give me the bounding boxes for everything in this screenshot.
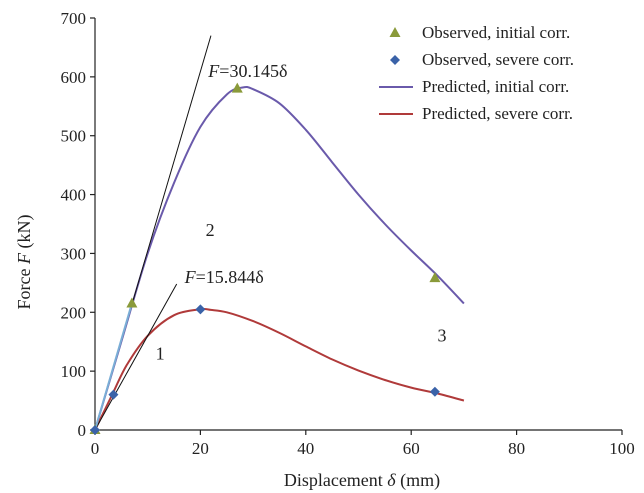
data-point-observed-severe-corr	[108, 389, 119, 400]
legend-label: Predicted, initial corr.	[422, 77, 569, 96]
data-point-observed-initial-corr	[429, 272, 441, 283]
legend-label: Predicted, severe corr.	[422, 104, 573, 123]
reference-line-stiffness-line-severe	[94, 283, 178, 431]
legend-item-observed-severe-corr: Observed, severe corr.	[390, 50, 574, 69]
legend-item-observed-initial-corr: Observed, initial corr.	[389, 23, 570, 42]
y-tick-label: 300	[61, 244, 87, 263]
legend-label: Observed, initial corr.	[422, 23, 570, 42]
series-line-predicted-initial-corr	[94, 85, 465, 431]
data-point-observed-severe-corr	[429, 386, 440, 397]
plot-lines	[94, 35, 465, 431]
legend: Observed, initial corr. Observed, severe …	[379, 23, 574, 123]
series-line-predicted-severe-corr	[94, 307, 465, 431]
y-tick-label: 600	[61, 68, 87, 87]
x-tick-label: 60	[403, 439, 420, 458]
x-tick-label: 20	[192, 439, 209, 458]
link-line-observed-link-initial	[94, 303, 133, 431]
y-tick-label: 0	[78, 421, 87, 440]
y-tick-label: 400	[61, 186, 87, 205]
x-axis-label: Displacement δ (mm)	[284, 470, 440, 491]
y-tick-label: 700	[61, 9, 87, 28]
x-tick-label: 100	[609, 439, 635, 458]
annotations: F=30.145δ F=15.844δ 1 2 3	[156, 61, 447, 364]
legend-item-predicted-severe-corr: Predicted, severe corr.	[379, 104, 573, 123]
annotation-eq-severe: F=15.844δ	[184, 267, 264, 287]
annotation-stage-3: 3	[438, 326, 447, 346]
x-tick-label: 0	[91, 439, 100, 458]
legend-marker-observed-severe-corr	[390, 55, 400, 65]
data-point-observed-initial-corr	[126, 297, 138, 308]
y-tick-label: 500	[61, 127, 87, 146]
axes	[94, 18, 622, 431]
annotation-stage-2: 2	[206, 220, 215, 240]
y-tick-label: 100	[61, 362, 87, 381]
legend-item-predicted-initial-corr: Predicted, initial corr.	[379, 77, 569, 96]
data-point-observed-severe-corr	[195, 304, 206, 315]
annotation-eq-initial: F=30.145δ	[207, 61, 287, 81]
legend-label: Observed, severe corr.	[422, 50, 574, 69]
data-point-observed-initial-corr	[231, 82, 243, 93]
plot-markers	[89, 82, 441, 435]
y-tick-label: 200	[61, 303, 87, 322]
legend-marker-observed-initial-corr	[389, 27, 401, 37]
y-axis-label: Force F (kN)	[14, 215, 35, 310]
y-ticks: 0 100 200 300 400 500 600 700	[61, 9, 95, 440]
data-point-observed-severe-corr	[90, 425, 100, 435]
x-tick-label: 80	[508, 439, 525, 458]
annotation-stage-1: 1	[156, 343, 165, 363]
x-ticks: 0 20 40 60 80 100	[91, 430, 635, 458]
x-tick-label: 40	[297, 439, 314, 458]
